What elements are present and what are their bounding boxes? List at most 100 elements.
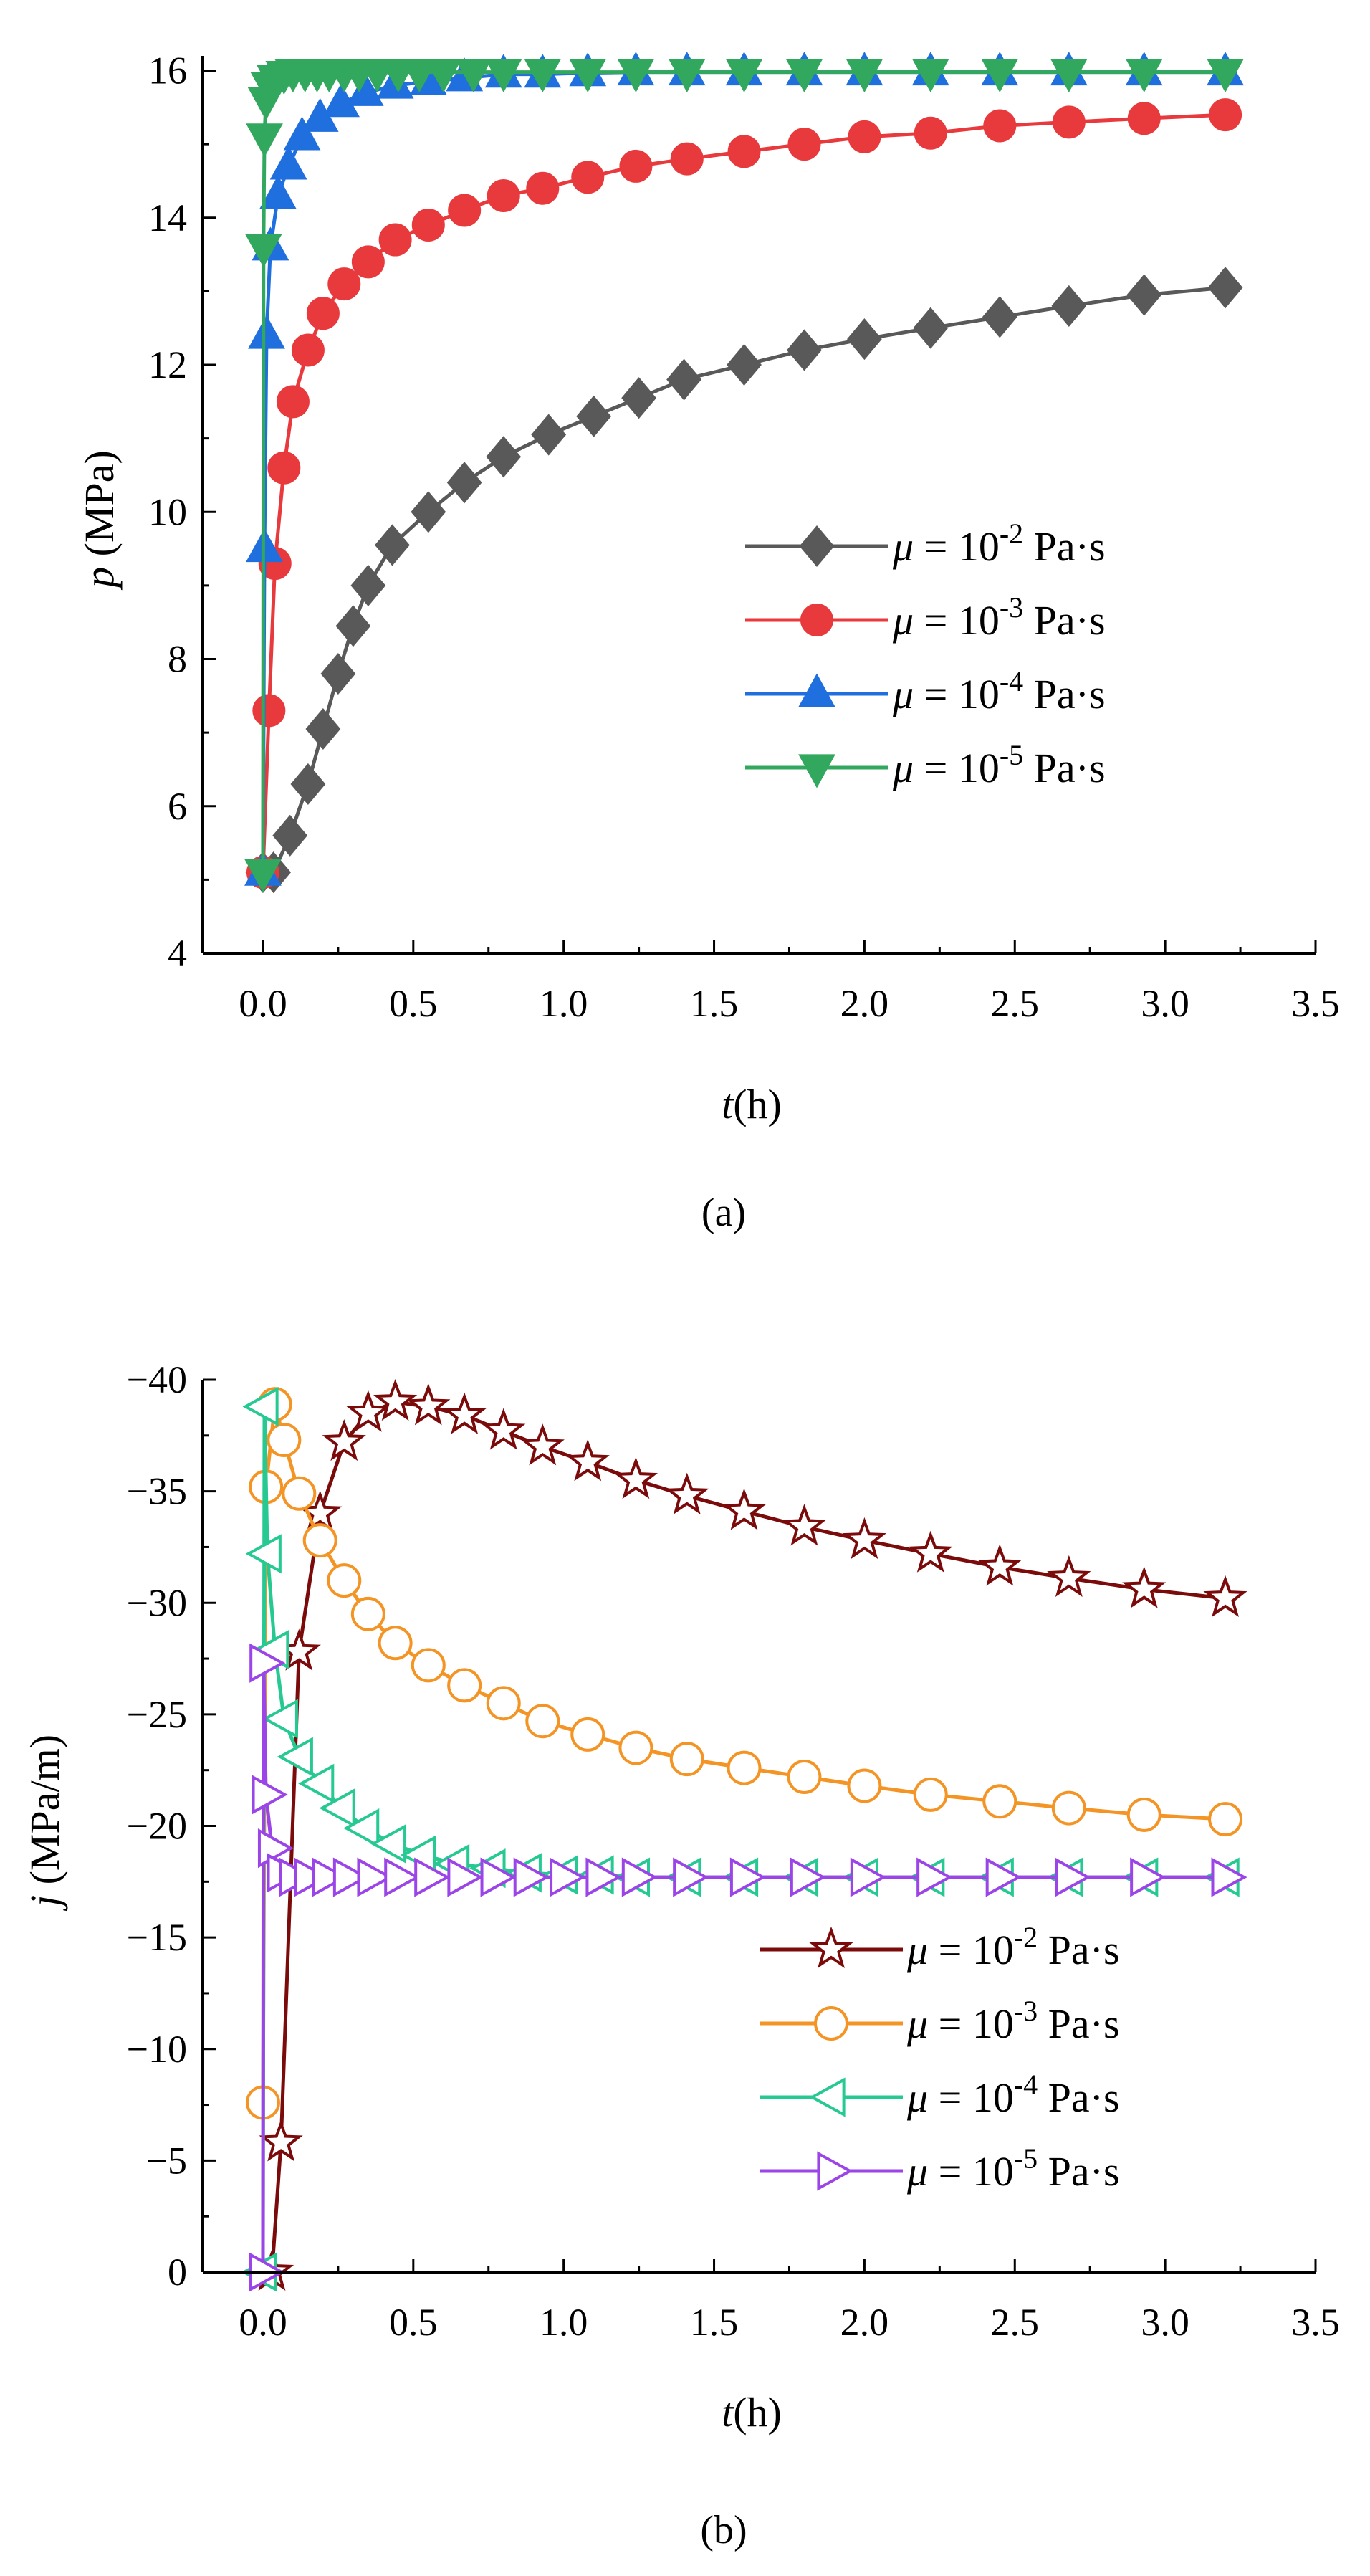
y-tick-label-b-6: −30	[127, 1581, 187, 1624]
y-axis-title-a: p (MPa)	[76, 450, 123, 591]
data-point-b-3-1	[249, 1643, 286, 1683]
data-point-a-1-8	[351, 245, 385, 279]
data-point-a-1-7	[327, 267, 361, 301]
legend-marker-a-3	[798, 754, 835, 788]
data-point-a-0-13	[576, 395, 612, 437]
legend-label-a-1: μ = 10-3 Pa·s	[892, 591, 1106, 644]
data-point-b-0-9	[482, 1408, 526, 1450]
data-point-b-3-25	[1130, 1857, 1167, 1897]
legend-a: μ = 10-2 Pa·s μ = 10-3 Pa·s μ = 10-4 Pa·s μ…	[745, 517, 1106, 791]
data-point-b-0-1	[259, 2119, 303, 2162]
data-point-a-1-16	[670, 142, 704, 176]
data-point-a-1-23	[1127, 102, 1161, 135]
data-point-a-1-10	[411, 209, 445, 242]
y-tick-label-b-8: −40	[127, 1358, 187, 1401]
data-point-a-1-17	[727, 135, 761, 168]
data-point-a-1-13	[526, 171, 560, 205]
data-point-a-3-15	[401, 58, 439, 93]
data-point-a-0-19	[913, 307, 949, 349]
data-point-b-3-12	[447, 1857, 484, 1897]
data-point-b-3-16	[585, 1857, 622, 1897]
y-axis-unit-b: (MPa/m)	[21, 1735, 68, 1895]
data-point-a-0-23	[1207, 267, 1243, 309]
legend-marker-b-1	[814, 2006, 848, 2041]
x-tick-label-b-1: 0.5	[389, 2301, 438, 2344]
data-point-b-0-12	[613, 1456, 658, 1499]
series-line-b-0	[270, 1400, 1226, 2273]
data-point-b-0-19	[1047, 1555, 1091, 1598]
data-point-b-3-22	[916, 1857, 953, 1897]
data-point-b-2-6	[298, 1763, 335, 1803]
legend-item-a-0: μ = 10-2 Pa·s	[745, 517, 1106, 570]
y-tick-label-a-2: 8	[168, 638, 187, 681]
data-point-b-3-15	[550, 1857, 586, 1897]
data-point-b-0-5	[346, 1390, 391, 1432]
data-point-a-3-30	[1207, 58, 1244, 93]
data-point-b-2-4	[262, 1699, 298, 1739]
data-point-a-0-15	[666, 358, 701, 401]
data-point-b-1-7	[350, 1596, 385, 1631]
data-point-b-1-21	[1051, 1790, 1086, 1826]
data-point-a-3-25	[846, 58, 883, 93]
data-point-b-3-26	[1211, 1857, 1247, 1897]
y-axis-var-a: p	[76, 567, 123, 591]
data-point-b-1-17	[787, 1760, 822, 1795]
legend-marker-b-3	[817, 2151, 853, 2191]
x-tick-label-a-4: 2.0	[840, 982, 889, 1025]
data-point-a-2-4	[259, 175, 297, 209]
x-axis-title-a: t(h)	[722, 1081, 782, 1127]
y-tick-label-b-3: −15	[127, 1916, 187, 1959]
chart-panel-a: 0.0 0.5 1.0 1.5 2.0 2.5 3.0 3.5 4 6 8 10 12 14 16 μ = 1…	[76, 49, 1340, 1235]
legend-label-a-3: μ = 10-5 Pa·s	[892, 739, 1106, 791]
x-axis-var-a: t	[722, 1081, 734, 1127]
data-point-a-1-14	[571, 161, 605, 194]
data-point-b-3-2	[252, 1775, 288, 1815]
data-point-b-1-10	[447, 1668, 482, 1703]
data-point-a-1-5	[291, 333, 325, 367]
legend-label-b-0: μ = 10-2 Pa·s	[906, 1921, 1120, 1973]
data-point-b-3-13	[480, 1857, 517, 1897]
plot-area-a: 0.0 0.5 1.0 1.5 2.0 2.5 3.0 3.5 4 6 8 10 12 14 16 μ = 1…	[148, 49, 1340, 1025]
data-point-a-1-6	[306, 297, 340, 330]
data-point-b-2-5	[277, 1737, 313, 1777]
data-point-a-3-26	[911, 58, 949, 93]
data-point-a-1-24	[1209, 98, 1242, 132]
y-tick-label-b-0: 0	[168, 2251, 187, 2294]
data-point-b-3-11	[414, 1857, 451, 1897]
data-point-a-1-11	[448, 194, 482, 227]
legend-item-b-3: μ = 10-5 Pa·s	[760, 2142, 1120, 2195]
data-point-b-3-24	[1055, 1857, 1091, 1897]
x-tick-label-a-6: 3.0	[1141, 982, 1189, 1025]
data-point-a-1-20	[914, 116, 947, 150]
data-point-b-3-17	[621, 1857, 658, 1897]
y-tick-label-b-4: −20	[127, 1805, 187, 1848]
data-point-a-0-9	[411, 491, 446, 533]
data-point-b-0-7	[406, 1383, 451, 1426]
panel-label-a: (a)	[701, 1191, 746, 1235]
data-point-a-1-4	[276, 385, 310, 419]
data-point-b-1-4	[282, 1476, 317, 1511]
data-point-a-3-28	[1050, 58, 1088, 93]
data-point-a-3-27	[981, 58, 1019, 93]
data-point-a-0-22	[1126, 274, 1162, 316]
x-tick-label-b-5: 2.5	[991, 2301, 1040, 2344]
data-point-b-1-3	[267, 1423, 302, 1458]
data-point-b-3-9	[357, 1857, 393, 1897]
data-point-a-2-2	[248, 315, 285, 349]
legend-label-a-2: μ = 10-4 Pa·s	[892, 665, 1106, 717]
data-point-b-1-9	[411, 1648, 446, 1683]
y-tick-label-b-7: −35	[127, 1470, 187, 1513]
legend-item-b-0: μ = 10-2 Pa·s	[760, 1921, 1120, 1973]
data-point-a-0-6	[335, 605, 371, 647]
data-point-a-0-7	[350, 564, 386, 606]
data-point-b-2-1	[242, 1386, 279, 1426]
data-point-a-3-2	[246, 123, 283, 158]
data-point-b-3-6	[294, 1857, 330, 1897]
y-axis-unit-a: (MPa)	[76, 450, 123, 567]
y-tick-label-b-1: −5	[146, 2139, 187, 2182]
legend-marker-a-0	[799, 525, 835, 568]
data-point-a-3-16	[424, 58, 462, 93]
data-point-b-1-13	[570, 1717, 605, 1752]
data-point-a-0-18	[847, 318, 882, 361]
data-point-a-0-4	[305, 707, 341, 750]
